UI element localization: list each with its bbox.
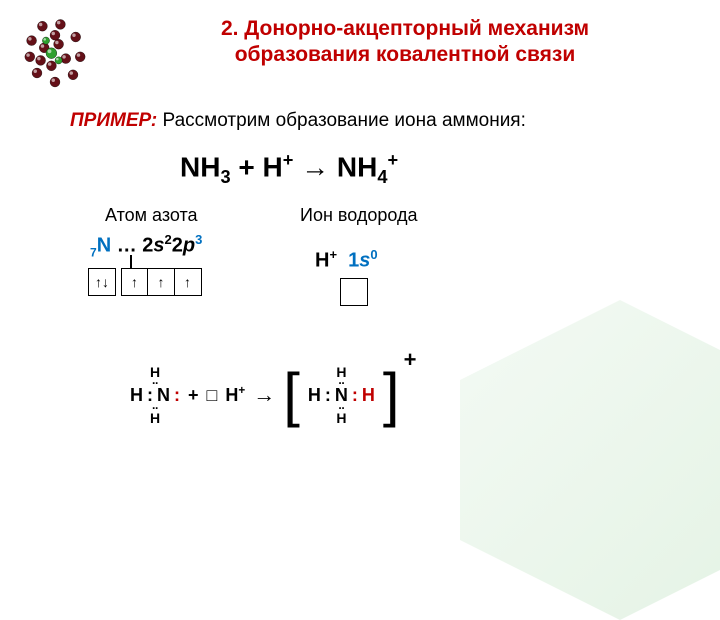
lewis-structure-equation: H ·· H : N : ·· H + □ H+ → [ H ·· H : N … <box>130 365 600 425</box>
n-z: 7 <box>90 246 97 260</box>
eq-nh3: NH <box>180 151 220 182</box>
eq-sub3: 3 <box>220 167 230 187</box>
example-label: ПРИМЕР: <box>70 110 157 131</box>
eq-arrow: → <box>293 151 337 182</box>
eq-sub4: 4 <box>377 167 387 187</box>
l-h-bot: H <box>150 411 160 426</box>
n-ellipsis: … <box>111 235 142 257</box>
hydrogen-config: H+ 1s0 <box>315 247 378 273</box>
l-n: N <box>157 386 170 405</box>
l-arrow: → <box>253 382 275 408</box>
reaction-equation: NH3 + H+ → NH4+ <box>180 150 398 188</box>
r-h-r: H <box>362 386 375 405</box>
orbital-2p2: ↑ <box>147 268 175 296</box>
h-orb: s <box>359 250 370 272</box>
nh3-lewis: H ·· H : N : ·· H <box>130 365 180 425</box>
l-lone: : <box>174 386 180 405</box>
example-text: Рассмотрим образование иона аммония: <box>163 110 526 131</box>
bracket-l: [ <box>283 371 300 419</box>
config-connector <box>130 255 132 269</box>
n-c1: 2 <box>142 235 153 257</box>
l-hp-sup: + <box>238 384 245 397</box>
r-lone: : <box>352 386 358 405</box>
n-c2: 2 <box>172 235 183 257</box>
l-hplus: H+ <box>225 384 245 406</box>
eq-charge: + <box>388 150 399 170</box>
r-h-bot: H <box>336 411 346 426</box>
h-occ: 0 <box>370 247 377 262</box>
h-symbol: H <box>315 250 329 272</box>
r-h-l: H <box>308 386 321 405</box>
title-line-2: образования ковалентной связи <box>235 43 576 66</box>
slide-title: 2. Донорно-акцепторный механизм образова… <box>130 16 680 69</box>
n-o1: s <box>153 235 164 257</box>
n-o2: p <box>183 235 195 257</box>
n-symbol: N <box>97 235 111 257</box>
orbital-2s: ↑↓ <box>88 268 116 296</box>
eq-plus: + <box>231 151 263 182</box>
nh4-lewis: H ·· H : N : H ·· H <box>308 365 375 425</box>
example-line: ПРИМЕР: Рассмотрим образование иона аммо… <box>70 110 526 132</box>
l-hp: H <box>225 385 238 405</box>
ion-charge: + <box>404 347 417 373</box>
hydrogen-label: Ион водорода <box>300 205 418 226</box>
h-cfg: 1 <box>348 250 359 272</box>
title-line-1: 2. Донорно-акцепторный механизм <box>221 17 589 40</box>
nitrogen-orbitals: ↑↓ ↑ ↑ ↑ <box>88 268 202 296</box>
orbital-2p3: ↑ <box>174 268 202 296</box>
l-plus: + <box>188 385 199 406</box>
eq-nh4: NH <box>337 151 377 182</box>
eq-h: H <box>263 151 283 182</box>
bracket-r: ] <box>383 371 400 419</box>
l-square: □ <box>207 385 218 406</box>
background-decoration <box>460 300 720 620</box>
hydrogen-orbital-empty <box>340 278 368 306</box>
nitrogen-config: 7N … 2s22p3 <box>90 232 202 260</box>
n-oc1: 2 <box>165 232 172 247</box>
l-h-l: H <box>130 386 143 405</box>
orbital-2p1: ↑ <box>121 268 149 296</box>
molecule-graphic <box>10 10 100 100</box>
nitrogen-label: Атом азота <box>105 205 198 226</box>
n-oc2: 3 <box>195 232 202 247</box>
eq-hplus: + <box>283 150 294 170</box>
r-d-l: : <box>325 386 331 405</box>
h-charge: + <box>329 247 337 262</box>
